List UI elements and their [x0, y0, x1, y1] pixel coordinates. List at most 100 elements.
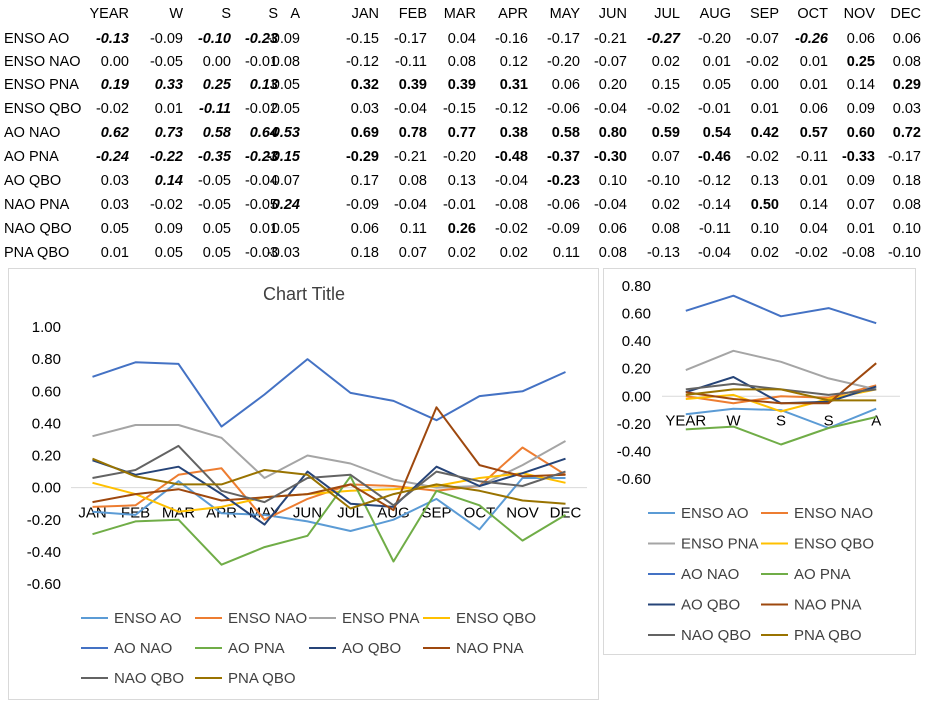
- table-cell: -0.09: [546, 221, 580, 237]
- legend-entry: ENSO QBO: [794, 536, 874, 553]
- column-header: AUG: [699, 6, 731, 22]
- table-cell: 0.05: [154, 245, 183, 261]
- table-cell: 0.10: [598, 173, 627, 189]
- column-header: FEB: [398, 6, 427, 22]
- table-cell: 0.06: [846, 31, 875, 47]
- column-header: OCT: [797, 6, 828, 22]
- table-cell: 0.25: [846, 54, 875, 70]
- table-cell: 0.54: [702, 125, 731, 141]
- x-tick-label: SEP: [421, 505, 451, 522]
- series-line-ao-nao: [685, 294, 877, 325]
- table-cell: 0.32: [350, 77, 379, 93]
- table-cell: 0.29: [892, 77, 921, 93]
- y-tick-label: 0.20: [32, 448, 61, 465]
- row-label: AO PNA: [4, 149, 59, 165]
- y-tick-label: -0.20: [27, 512, 61, 529]
- table-cell: 0.33: [154, 77, 183, 93]
- table-cell: 0.50: [750, 197, 779, 213]
- series-line-enso-ao: [685, 407, 877, 429]
- legend-entry: AO QBO: [342, 640, 401, 657]
- row-label: NAO PNA: [4, 197, 70, 213]
- x-tick-label: JUL: [337, 505, 364, 522]
- column-header: W: [169, 6, 183, 22]
- table-cell: -0.04: [697, 245, 731, 261]
- table-cell: 0.20: [598, 77, 627, 93]
- table-cell: 0.12: [499, 54, 528, 70]
- column-header: MAR: [443, 6, 476, 22]
- table-cell: 0.02: [499, 245, 528, 261]
- column-header: JAN: [351, 6, 379, 22]
- table-cell: 0.78: [398, 125, 427, 141]
- table-cell: 0.38: [499, 125, 528, 141]
- table-cell: 0.06: [551, 77, 580, 93]
- table-cell: 0.72: [892, 125, 921, 141]
- table-cell: 0.05: [202, 245, 231, 261]
- x-tick-label: AUG: [377, 505, 410, 522]
- table-cell: 0.15: [651, 77, 680, 93]
- y-tick-label: 0.40: [32, 415, 61, 432]
- table-cell: 0.10: [892, 221, 921, 237]
- y-tick-label: 0.00: [622, 388, 651, 405]
- y-tick-label: -0.20: [617, 416, 651, 433]
- table-cell: -0.23: [546, 173, 580, 189]
- table-cell: 0.02: [447, 245, 476, 261]
- table-cell: -0.12: [697, 173, 731, 189]
- x-tick-label: JAN: [78, 505, 106, 522]
- table-cell: -0.11: [199, 101, 231, 117]
- table-cell: -0.29: [345, 149, 379, 165]
- table-cell: -0.09: [266, 31, 300, 47]
- table-cell: 0.58: [551, 125, 580, 141]
- table-cell: 0.07: [651, 149, 680, 165]
- table-cell: -0.24: [95, 149, 129, 165]
- legend-entry: NAO QBO: [681, 627, 751, 644]
- table-cell: 0.59: [651, 125, 680, 141]
- table-cell: 0.58: [202, 125, 231, 141]
- table-cell: -0.05: [244, 197, 278, 213]
- table-cell: -0.06: [546, 101, 580, 117]
- legend-entry: ENSO AO: [114, 610, 182, 627]
- series-line-enso-pna: [92, 424, 566, 489]
- series-line-enso-pna: [685, 349, 877, 391]
- table-cell: -0.02: [794, 245, 828, 261]
- table-cell: -0.10: [646, 173, 680, 189]
- monthly-chart-svg: Chart Title 1.00 0.80 0.60 0.40 0.20 0.00 -0.2…: [27, 284, 587, 687]
- table-cell: -0.27: [646, 31, 680, 47]
- table-cell: -0.33: [841, 149, 875, 165]
- seasonal-chart-svg: 0.80 0.60 0.40 0.20 0.00 -0.20 -0.40 -0.60 YEAR W…: [617, 278, 900, 644]
- table-cell: 0.07: [271, 173, 300, 189]
- legend-entry: PNA QBO: [228, 670, 296, 687]
- table-cell: -0.23: [244, 31, 278, 47]
- table-cell: 0.08: [598, 245, 627, 261]
- table-cell: -0.10: [197, 31, 231, 47]
- monthly-correlation-chart[interactable]: Chart Title 1.00 0.80 0.60 0.40 0.20 0.00 -0.2…: [8, 268, 599, 700]
- table-cell: 0.39: [398, 77, 427, 93]
- column-header: JUL: [654, 6, 680, 22]
- table-cell: -0.48: [494, 149, 528, 165]
- table-cell: -0.23: [244, 149, 278, 165]
- table-cell: -0.17: [546, 31, 580, 47]
- table-cell: -0.10: [887, 245, 921, 261]
- table-cell: 0.01: [799, 54, 828, 70]
- table-cell: -0.09: [149, 31, 183, 47]
- table-cell: 0.05: [100, 221, 129, 237]
- table-cell: -0.02: [149, 197, 183, 213]
- table-cell: -0.16: [494, 31, 528, 47]
- table-cell: 0.01: [750, 101, 779, 117]
- table-cell: -0.17: [393, 31, 427, 47]
- x-tick-label: A: [871, 412, 881, 429]
- series-line-ao-nao: [92, 358, 566, 428]
- legend-entry: ENSO PNA: [342, 610, 420, 627]
- table-cell: -0.01: [442, 197, 476, 213]
- table-cell: -0.37: [546, 149, 580, 165]
- table-cell: 0.01: [702, 54, 731, 70]
- table-cell: 0.07: [398, 245, 427, 261]
- table-cell: 0.09: [846, 101, 875, 117]
- table-cell: 0.00: [202, 54, 231, 70]
- table-cell: -0.02: [745, 149, 779, 165]
- legend-entry: ENSO AO: [681, 505, 749, 522]
- column-header: A: [290, 6, 300, 22]
- table-cell: 0.08: [271, 54, 300, 70]
- row-label: AO NAO: [4, 125, 61, 141]
- seasonal-correlation-chart[interactable]: 0.80 0.60 0.40 0.20 0.00 -0.20 -0.40 -0.60 YEAR W…: [603, 268, 916, 655]
- table-cell: 0.39: [447, 77, 476, 93]
